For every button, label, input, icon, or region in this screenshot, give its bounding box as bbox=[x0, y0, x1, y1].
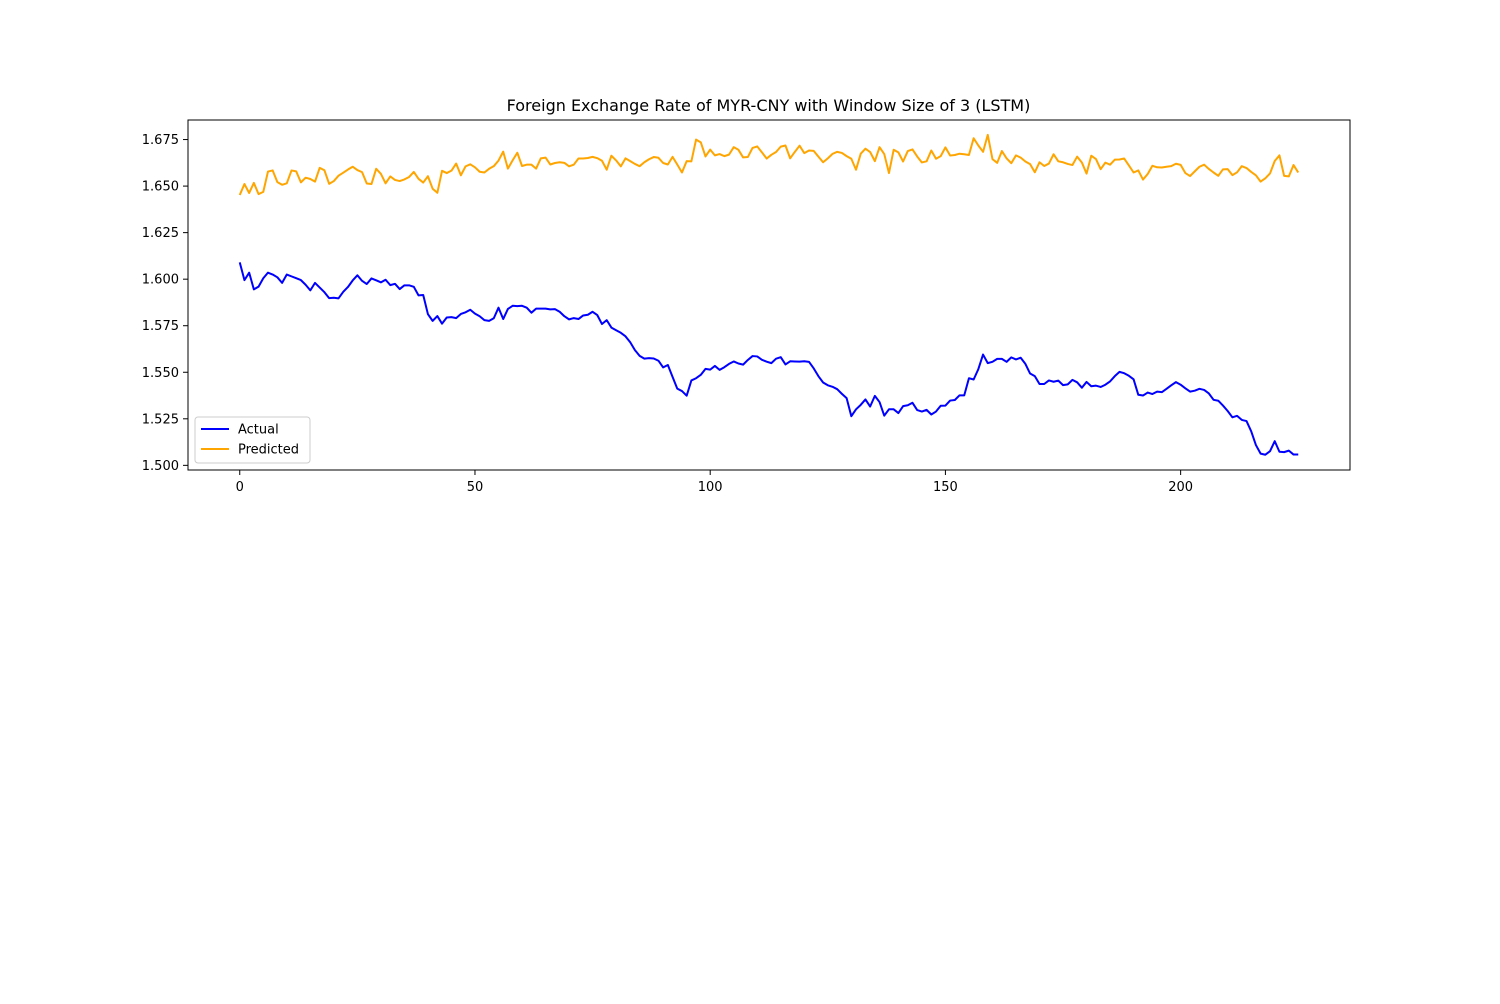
series-line-predicted bbox=[238, 133, 1300, 196]
y-tick-label: 1.675 bbox=[142, 133, 179, 148]
x-tick-label: 0 bbox=[236, 480, 244, 495]
x-tick-label: 200 bbox=[1168, 480, 1193, 495]
plot-area bbox=[238, 133, 1300, 456]
y-tick-label: 1.600 bbox=[142, 273, 179, 288]
legend-label-predicted: Predicted bbox=[238, 443, 299, 458]
chart-title: Foreign Exchange Rate of MYR-CNY with Wi… bbox=[507, 96, 1031, 115]
y-tick-label: 1.550 bbox=[142, 366, 179, 381]
x-tick-label: 100 bbox=[698, 480, 723, 495]
y-tick-label: 1.650 bbox=[142, 180, 179, 195]
y-axis: 1.500 1.525 1.550 1.575 1.600 1.625 1.650 1.675 bbox=[142, 133, 188, 474]
y-tick-label: 1.625 bbox=[142, 226, 179, 241]
y-tick-label: 1.525 bbox=[142, 412, 179, 427]
x-tick-label: 50 bbox=[467, 480, 484, 495]
x-tick-label: 150 bbox=[933, 480, 958, 495]
axes-frame bbox=[187, 119, 1351, 471]
series-line-actual bbox=[238, 262, 1299, 456]
y-tick-label: 1.500 bbox=[142, 459, 179, 474]
y-tick-label: 1.575 bbox=[142, 319, 179, 334]
x-axis: 0 50 100 150 200 bbox=[236, 470, 1193, 495]
legend-label-actual: Actual bbox=[238, 423, 279, 438]
legend: Actual Predicted bbox=[194, 416, 311, 464]
